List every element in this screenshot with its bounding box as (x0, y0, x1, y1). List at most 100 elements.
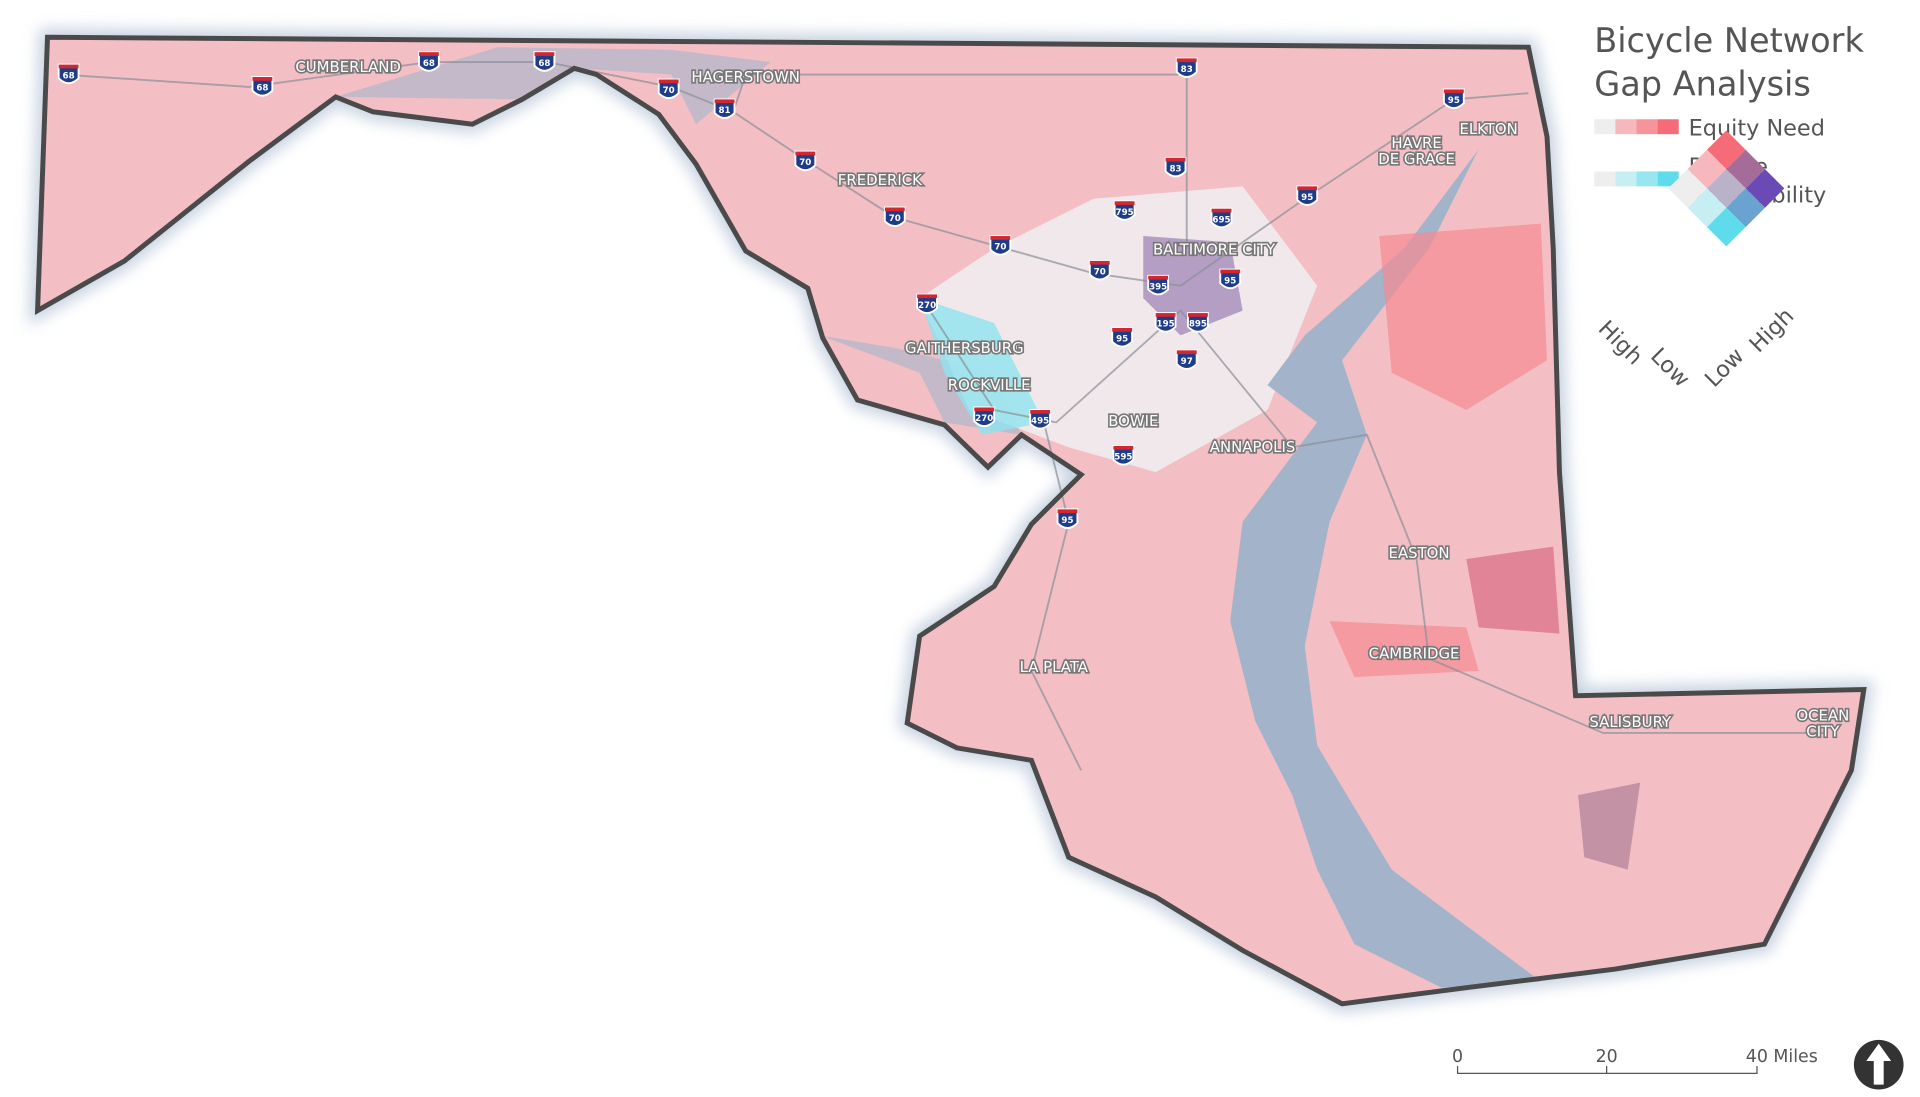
shield-top (1057, 509, 1078, 514)
place-label: ELKTON (1459, 120, 1517, 138)
shield (251, 76, 274, 97)
shield-top (1187, 313, 1208, 317)
shield-top (1113, 446, 1134, 450)
axis-label: Low (1645, 343, 1695, 393)
north-arrow (1853, 1039, 1904, 1090)
shield-top (1443, 89, 1464, 94)
place-label: EASTON (1389, 544, 1450, 562)
legend: Bicycle Network Gap Analysis Equity Need… (1593, 21, 1865, 392)
shield-top (1114, 201, 1135, 205)
shield (989, 235, 1012, 256)
shield (1442, 88, 1465, 110)
scale-label: 40 Miles (1746, 1047, 1818, 1067)
shield-number: 695 (1212, 215, 1230, 225)
shield-number: 795 (1116, 208, 1134, 218)
shield-top (1089, 260, 1110, 265)
shield-number: 895 (1189, 320, 1207, 330)
shield-top (917, 294, 938, 299)
shield-number: 70 (663, 86, 675, 96)
legend-title: Gap Analysis (1594, 65, 1811, 104)
shield (657, 78, 680, 100)
shield-number: 70 (889, 214, 901, 224)
shield (1187, 312, 1209, 333)
place-label: ANNAPOLIS (1210, 438, 1296, 456)
shield (1112, 445, 1135, 466)
shield-number: 97 (1181, 357, 1193, 367)
scale-label: 20 (1596, 1047, 1618, 1067)
shield (794, 150, 817, 172)
shield-number: 495 (1031, 417, 1049, 427)
shield (1210, 207, 1233, 229)
bivariate-key (1668, 130, 1785, 247)
shield (1154, 312, 1177, 333)
axis-label: Low (1700, 343, 1750, 393)
shield-top (990, 236, 1011, 240)
shield (1029, 409, 1052, 430)
swatch (1636, 171, 1658, 187)
shield-number: 95 (1116, 335, 1128, 345)
swatch (1615, 119, 1637, 135)
shield-top (1176, 58, 1197, 63)
place-label: OCEAN (1796, 707, 1849, 725)
shield (1111, 327, 1133, 348)
shield-number: 68 (423, 59, 435, 69)
place-label: DE GRACE (1378, 150, 1455, 168)
place-label: HAGERSTOWN (691, 68, 800, 86)
shield-number: 83 (1181, 65, 1193, 75)
state (28, 28, 1874, 1013)
shield-number: 395 (1149, 282, 1167, 292)
shield (916, 293, 938, 314)
shield (1164, 156, 1187, 178)
shield-top (418, 52, 439, 56)
swatch (1657, 119, 1679, 135)
shield-number: 270 (918, 301, 936, 311)
shield-number: 83 (1170, 164, 1182, 174)
shield-top (1165, 157, 1186, 162)
shield-top (252, 77, 273, 81)
shield-top (1176, 350, 1197, 355)
shield-number: 68 (538, 59, 550, 69)
shield-number: 595 (1114, 453, 1132, 463)
place-label: CUMBERLAND (295, 58, 401, 76)
shield (1113, 200, 1136, 221)
shield (1147, 274, 1170, 296)
shield (1296, 185, 1319, 206)
place-label: FREDERICK (838, 171, 923, 189)
shield-top (974, 407, 995, 412)
legend-label: Equity Need (1689, 115, 1825, 141)
place-label: BALTIMORE CITY (1153, 241, 1276, 259)
place-label: CAMBRIDGE (1369, 644, 1460, 662)
shield (57, 63, 80, 85)
shield-top (1030, 409, 1051, 414)
shield (1056, 508, 1079, 529)
shield-top (1112, 327, 1133, 332)
shield (883, 206, 906, 228)
place-label: SALISBURY (1589, 713, 1672, 731)
shield-top (714, 99, 735, 104)
scale-label: 0 (1452, 1047, 1463, 1067)
shield-top (1155, 313, 1176, 317)
shield (713, 98, 736, 119)
shield-number: 95 (1448, 96, 1460, 106)
shield-number: 195 (1157, 320, 1175, 330)
legend-title: Bicycle Network (1594, 21, 1864, 60)
axis-label: High (1593, 316, 1648, 371)
shield (973, 406, 996, 428)
swatch (1636, 119, 1658, 135)
shield-top (884, 207, 905, 212)
place-label: BOWIE (1108, 412, 1158, 430)
shield (418, 51, 440, 72)
place-label: GAITHERSBURG (905, 339, 1024, 357)
shield-number: 270 (975, 414, 993, 424)
shield (1175, 349, 1198, 370)
swatch (1615, 171, 1637, 187)
shield-number: 81 (719, 106, 731, 116)
shield-number: 95 (1224, 276, 1236, 286)
shield-number: 95 (1061, 516, 1073, 526)
shield-top (534, 52, 555, 56)
shield-top (1148, 275, 1169, 280)
shield (1088, 259, 1111, 281)
shield-number: 70 (799, 158, 811, 168)
